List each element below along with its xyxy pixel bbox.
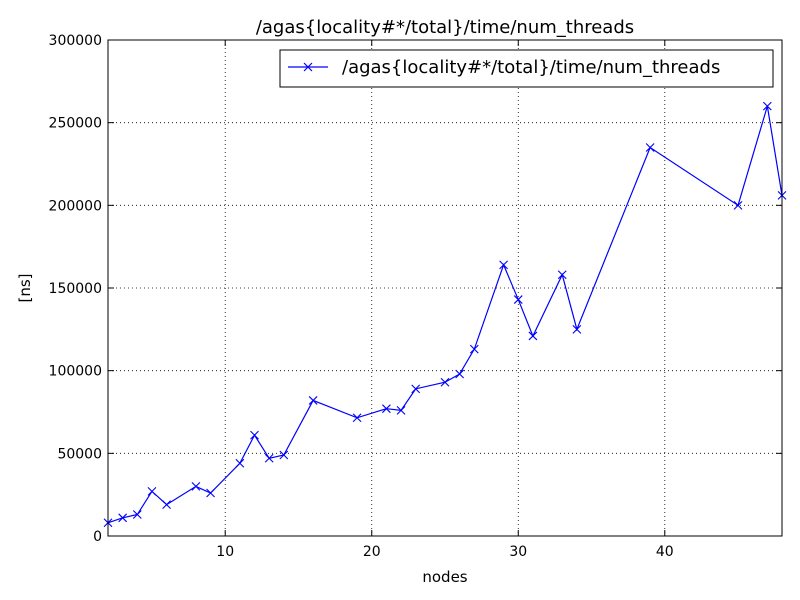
data-point xyxy=(382,404,391,414)
data-point xyxy=(352,413,362,423)
y-tick-label: 0 xyxy=(93,529,102,545)
x-axis-label: nodes xyxy=(422,568,467,586)
legend-box xyxy=(279,49,774,88)
data-point xyxy=(528,331,538,341)
x-tick-label: 10 xyxy=(216,544,234,560)
x-tick-label: 20 xyxy=(363,544,381,560)
legend: /agas{locality#*/total}/time/num_threads xyxy=(279,49,774,88)
data-point xyxy=(308,396,318,405)
legend-marker xyxy=(303,62,313,72)
y-tick-label: 300000 xyxy=(49,33,102,49)
data-point xyxy=(162,500,171,509)
data-point xyxy=(455,369,465,379)
y-tick-label: 200000 xyxy=(49,198,102,214)
grid-lines xyxy=(108,40,782,536)
data-point xyxy=(279,450,289,460)
y-tick-label: 50000 xyxy=(57,446,102,462)
data-point xyxy=(469,344,479,354)
x-tick-label: 30 xyxy=(509,544,527,560)
data-point xyxy=(250,430,259,440)
data-point xyxy=(118,513,128,523)
series-layer xyxy=(103,101,787,528)
data-point xyxy=(440,377,450,387)
data-point xyxy=(513,295,523,304)
y-tick-label: 250000 xyxy=(49,116,102,132)
data-point xyxy=(235,458,245,468)
data-point xyxy=(411,384,421,394)
data-point xyxy=(396,405,406,415)
x-tick-label: 40 xyxy=(656,544,674,560)
data-point xyxy=(645,143,655,152)
chart-title: /agas{locality#*/total}/time/num_threads xyxy=(256,17,634,38)
data-point xyxy=(762,101,772,111)
data-point xyxy=(264,453,274,463)
legend-label: /agas{locality#*/total}/time/num_threads xyxy=(342,57,720,78)
data-point xyxy=(557,270,567,280)
series-line xyxy=(107,105,783,524)
data-point xyxy=(132,510,142,519)
y-tick-label: 100000 xyxy=(49,364,102,380)
data-point xyxy=(733,200,743,210)
data-point xyxy=(499,260,508,270)
data-point xyxy=(147,486,157,496)
data-point xyxy=(572,324,582,334)
y-axis-label: [ns] xyxy=(16,273,34,302)
data-point xyxy=(206,488,215,498)
y-tick-label: 150000 xyxy=(49,281,102,297)
tick-layer: 10 20 30 40 0 50000 100000 150000 200000 250000 30… xyxy=(49,33,782,560)
data-point xyxy=(191,482,201,491)
